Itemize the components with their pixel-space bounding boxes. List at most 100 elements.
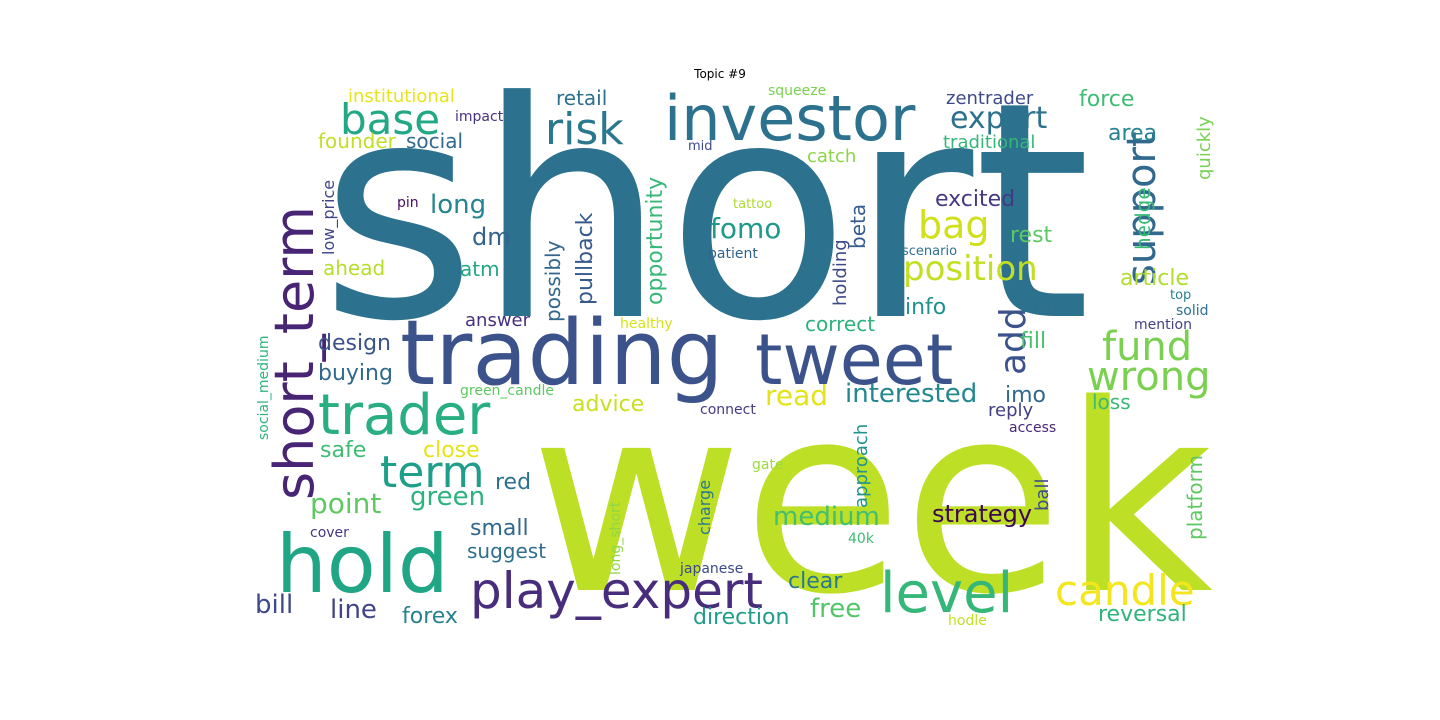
word-answer: answer	[465, 310, 531, 331]
word-line: line	[330, 595, 377, 625]
word-pin: pin	[397, 195, 419, 211]
word-clear: clear	[788, 569, 843, 594]
word-connect: connect	[700, 402, 756, 418]
word-small: small	[470, 516, 529, 541]
word-wrong: wrong	[1087, 354, 1211, 400]
word-level: level	[880, 561, 1013, 626]
word-info: info	[905, 295, 946, 320]
word-charge: charge	[695, 480, 714, 535]
word-beta: beta	[846, 204, 870, 249]
word-low-price: low_price	[319, 180, 339, 255]
word-tweet: tweet	[755, 319, 953, 401]
word-rest: rest	[1010, 223, 1053, 248]
word-founder: founder	[318, 129, 397, 153]
word-loss: loss	[1092, 390, 1131, 414]
word-retail: retail	[556, 86, 607, 110]
word-short: short	[320, 38, 1091, 387]
word-fund: fund	[1102, 324, 1192, 370]
word-fomo: fomo	[710, 212, 781, 245]
word-squeeze: squeeze	[768, 83, 826, 99]
word-approach: approach	[851, 424, 872, 508]
word-add: add	[993, 307, 1034, 375]
word-2nd: 2nd	[1020, 293, 1058, 317]
word-expert: expert	[950, 101, 1048, 136]
word-strategy: strategy	[932, 500, 1032, 528]
word-trading: trading	[400, 301, 724, 406]
word-forex: forex	[402, 604, 458, 629]
word-reply: reply	[988, 400, 1034, 421]
word-dm: dm	[472, 223, 511, 251]
word-japanese: japanese	[679, 561, 743, 577]
word-play-expert: play_expert	[470, 562, 763, 620]
word-top: top	[1170, 288, 1191, 303]
word-green: green	[410, 482, 485, 512]
figure-title: Topic #9	[694, 67, 746, 81]
word-atm: atm	[460, 257, 500, 281]
word-hodle: hodle	[948, 613, 987, 629]
word-base: base	[340, 95, 440, 144]
word-scenario: scenario	[902, 244, 957, 259]
word-solid: solid	[1176, 303, 1209, 319]
word-platform: platform	[1183, 455, 1207, 540]
word-hedge: hedge	[1131, 187, 1155, 250]
word-fill: fill	[1020, 329, 1046, 354]
word-week: week	[530, 350, 1213, 652]
word-investor: investor	[664, 82, 916, 155]
word-traditional: traditional	[943, 132, 1035, 153]
word-correct: correct	[805, 312, 875, 336]
word-quickly: quickly	[1194, 116, 1215, 180]
word-opportunity: opportunity	[643, 177, 668, 305]
word-suggest: suggest	[467, 539, 546, 563]
word-force: force	[1079, 87, 1134, 112]
word-candle: candle	[1055, 566, 1195, 615]
word-imo: imo	[1005, 383, 1046, 408]
word-social-medium: social_medium	[256, 336, 272, 440]
word-mention: mention	[1134, 317, 1192, 333]
word-bill: bill	[255, 590, 293, 620]
word-possibly: possibly	[541, 240, 565, 322]
word-impact: impact	[455, 109, 504, 125]
word-trader: trader	[318, 383, 491, 448]
word-free: free	[810, 594, 861, 624]
word-tattoo: tattoo	[733, 197, 772, 212]
word-buying: buying	[318, 361, 393, 386]
word-cover: cover	[310, 525, 349, 541]
word-patient: patient	[708, 246, 758, 262]
word-healthy: healthy	[620, 316, 673, 332]
word-support: support	[1119, 131, 1165, 285]
word-direction: direction	[693, 605, 789, 630]
word-area: area	[1108, 121, 1157, 146]
word-long: long	[430, 190, 486, 220]
word-green-candle: green_candle	[460, 383, 554, 399]
word-ahead: ahead	[323, 256, 385, 280]
word-holding: holding	[830, 239, 851, 306]
word-close: close	[423, 438, 480, 463]
word-gate: gate	[752, 457, 784, 473]
word-design: design	[318, 331, 391, 356]
word-pullback: pullback	[573, 212, 598, 305]
word-bag: bag	[918, 203, 990, 247]
word-institutional: institutional	[348, 86, 455, 107]
word-red: red	[495, 470, 531, 495]
word-medium: medium	[773, 502, 880, 532]
word-position: position	[903, 249, 1038, 289]
word-40k: 40k	[848, 531, 875, 547]
word-mid: mid	[688, 139, 713, 154]
word-catch: catch	[807, 146, 856, 167]
word-hold: hold	[276, 518, 449, 611]
word-article: article	[1120, 266, 1189, 291]
word-short-term: short_term	[263, 206, 326, 500]
word-interested: interested	[845, 379, 977, 409]
word-risk: risk	[545, 104, 624, 155]
word-advice: advice	[572, 392, 644, 417]
word-point: point	[310, 487, 381, 520]
word-read: read	[765, 379, 828, 412]
word-safe: safe	[320, 438, 366, 463]
word-long-short: long_short	[608, 501, 624, 575]
word-access: access	[1009, 420, 1056, 436]
word-social: social	[406, 129, 463, 153]
word-ball: ball	[1032, 479, 1053, 511]
word-reversal: reversal	[1098, 602, 1187, 627]
word-term: term	[380, 447, 485, 498]
